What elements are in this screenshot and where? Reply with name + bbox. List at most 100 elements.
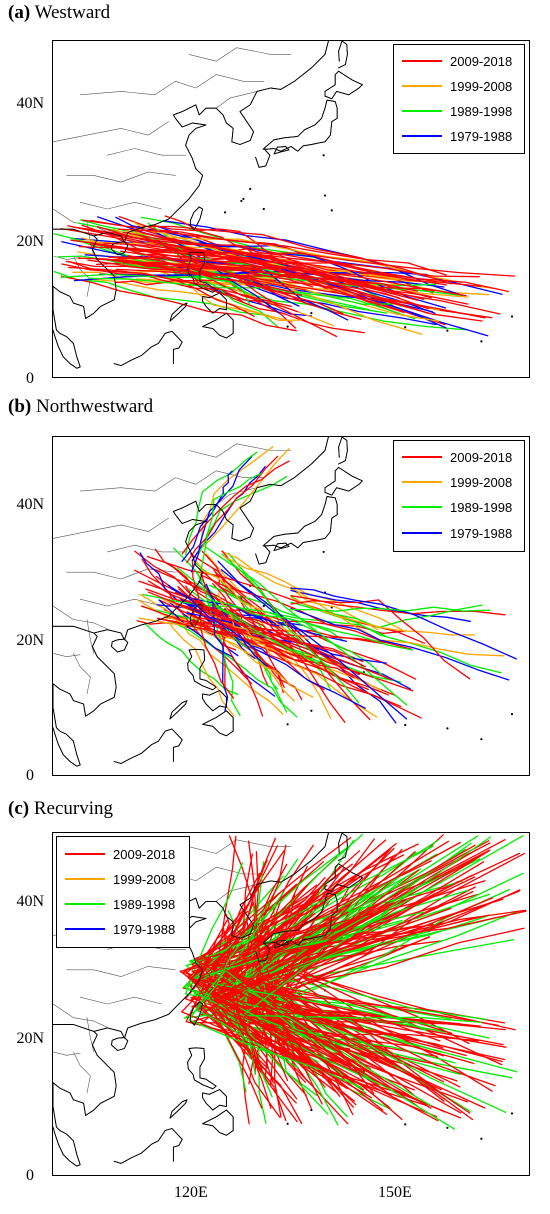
coastline (53, 1030, 117, 1116)
island-marker (240, 199, 243, 203)
typhoon-track (199, 574, 413, 650)
typhoon-track (290, 606, 491, 612)
typhoon-track (145, 623, 239, 696)
typhoon-track (184, 891, 469, 1103)
y-tick-0: 0 (26, 370, 34, 387)
border-line (86, 619, 95, 654)
island-marker (262, 604, 265, 608)
typhoon-track (213, 876, 476, 1038)
coastline (53, 1031, 117, 1116)
coastline (187, 1047, 217, 1090)
typhoon-track (191, 836, 441, 1042)
typhoon-track (94, 278, 293, 323)
coastline (273, 146, 290, 155)
island-marker (446, 329, 449, 332)
typhoon-track (200, 933, 427, 1107)
border-line (79, 470, 265, 492)
coastline (53, 632, 117, 717)
typhoon-track (290, 587, 517, 660)
coastline (169, 700, 188, 720)
typhoon-track (138, 234, 299, 313)
coastline (53, 285, 81, 369)
coastline (202, 710, 234, 737)
border-line (215, 91, 258, 109)
typhoon-track (76, 240, 406, 280)
y-tick-40n: 40N (16, 496, 44, 513)
border-line (188, 47, 292, 62)
typhoon-track (173, 272, 466, 331)
border-line (53, 605, 108, 630)
legend-b: 2009-2018 1999-2008 1989-1998 1979-1988 (393, 440, 525, 552)
typhoon-track (195, 901, 299, 1069)
typhoon-track (198, 475, 288, 555)
coastline (113, 728, 183, 764)
typhoon-track (77, 257, 307, 291)
border-line (79, 996, 163, 1005)
typhoon-track (197, 884, 444, 1057)
border-line (107, 544, 186, 553)
typhoon-track (168, 619, 298, 718)
typhoon-track (117, 228, 447, 276)
coastline (187, 251, 217, 293)
border-line (86, 1017, 95, 1053)
legend-swatch (65, 878, 105, 880)
coastline (324, 863, 363, 893)
island-marker (510, 315, 514, 318)
typhoon-track (202, 448, 290, 548)
legend-item: 1999-2008 (402, 474, 512, 490)
typhoon-track (242, 836, 492, 1024)
coastline (338, 41, 348, 69)
coastline (338, 833, 348, 861)
legend-item: 1979-1988 (402, 128, 512, 144)
map-canvas-b (53, 437, 517, 767)
island-marker (510, 713, 514, 716)
typhoon-track (147, 591, 392, 681)
coastline (169, 1099, 188, 1119)
island-marker (310, 312, 313, 315)
typhoon-track (206, 599, 414, 651)
island-marker (323, 194, 327, 197)
coastline (202, 312, 234, 339)
typhoon-track (68, 266, 338, 338)
coastline (53, 437, 329, 641)
typhoon-track (221, 902, 453, 1034)
track-map-b (52, 436, 530, 776)
typhoon-track (65, 260, 303, 296)
coastline (187, 1047, 217, 1090)
border-line (66, 171, 176, 183)
coastline (53, 41, 329, 244)
border-line (73, 1051, 91, 1094)
legend-item: 2009-2018 (402, 449, 512, 465)
coastline (273, 542, 290, 551)
coastline (202, 690, 227, 712)
panel-northwestward: (b) Northwestward 40N 20N 0 2009-2018 19… (0, 396, 550, 800)
island-marker (286, 1122, 289, 1125)
legend-item: 1989-1998 (402, 499, 512, 515)
coastline (113, 330, 183, 367)
legend-swatch (402, 481, 442, 483)
typhoon-track (162, 220, 464, 297)
border-line (188, 839, 292, 854)
typhoon-track (290, 589, 471, 622)
typhoon-track (221, 553, 360, 704)
coastline (202, 1109, 234, 1136)
y-tick-20n: 20N (16, 1030, 44, 1047)
coastline (53, 235, 117, 319)
legend-item: 1999-2008 (65, 871, 175, 887)
border-line (53, 121, 169, 143)
legend-item: 2009-2018 (65, 846, 175, 862)
typhoon-track (157, 617, 292, 649)
y-tick-40n: 40N (16, 95, 44, 112)
typhoon-track (60, 275, 297, 332)
typhoon-track (78, 245, 516, 277)
typhoon-track (108, 256, 448, 286)
typhoon-track (254, 848, 466, 1026)
typhoon-track (196, 909, 341, 1085)
coastline (324, 70, 363, 100)
coastline (113, 330, 183, 366)
border-line (79, 598, 163, 607)
typhoon-track (163, 615, 235, 717)
typhoon-track (194, 559, 310, 641)
typhoon-track (195, 570, 241, 716)
coastline (202, 710, 234, 737)
